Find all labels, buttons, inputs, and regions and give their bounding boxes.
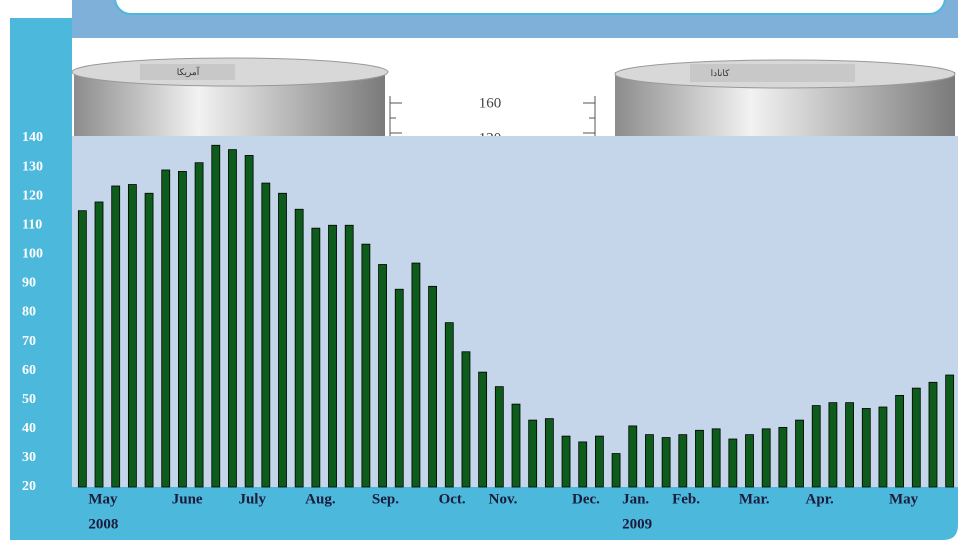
bar — [195, 163, 203, 487]
bar — [879, 407, 887, 487]
y-tick-label: 120 — [22, 188, 43, 203]
bar — [579, 442, 587, 487]
bar — [912, 388, 920, 487]
bar — [112, 186, 120, 487]
x-tick-label: Aug. — [305, 491, 336, 507]
y-tick-label: 80 — [22, 305, 36, 320]
x-tick-label: Oct. — [439, 491, 466, 507]
x-year-label: 2009 — [622, 516, 652, 532]
bar — [862, 408, 870, 487]
bar — [228, 150, 236, 487]
x-tick-label: Mar. — [739, 491, 770, 507]
bar — [362, 244, 370, 487]
bar — [262, 183, 270, 487]
bar — [312, 228, 320, 487]
bar — [679, 435, 687, 487]
barrel-label: آمریکا — [177, 66, 200, 78]
bar — [329, 225, 337, 487]
bar — [145, 193, 153, 487]
bar — [929, 382, 937, 487]
bar — [495, 387, 503, 487]
bar — [779, 427, 787, 487]
y-tick-label: 130 — [22, 159, 43, 174]
bar — [245, 155, 253, 487]
bar — [295, 209, 303, 487]
title-pill — [115, 0, 945, 14]
bar — [612, 454, 620, 487]
bar — [395, 289, 403, 487]
bar — [695, 430, 703, 487]
y-tick-label: 30 — [22, 450, 36, 465]
x-tick-label: July — [238, 491, 266, 507]
bar — [178, 171, 186, 487]
bar — [645, 435, 653, 487]
bar — [512, 404, 520, 487]
barrel-label: کانادا — [711, 68, 730, 78]
bar — [896, 395, 904, 487]
plot-top-cover — [72, 136, 958, 139]
left-strip — [10, 18, 72, 540]
x-tick-label: Sep. — [372, 491, 399, 507]
bar — [562, 436, 570, 487]
bar — [812, 406, 820, 487]
x-tick-label: May — [88, 491, 118, 507]
page: آمریکا کانادا 160 120 20 30 40 50 60 70 80 90 10… — [0, 0, 968, 544]
x-tick-label: May — [889, 491, 919, 507]
bar — [412, 263, 420, 487]
y-tick-label: 50 — [22, 392, 36, 407]
bar — [712, 429, 720, 487]
bar — [545, 419, 553, 487]
bar — [796, 420, 804, 487]
bar — [379, 265, 387, 487]
bar — [345, 225, 353, 487]
chart: آمریکا کانادا 160 120 20 30 40 50 60 70 80 90 10… — [0, 0, 968, 544]
y-tick-label: 110 — [22, 217, 42, 232]
y-tick-label: 40 — [22, 421, 36, 436]
bar — [445, 323, 453, 487]
bar — [278, 193, 286, 487]
bar — [128, 185, 136, 487]
bar — [162, 170, 170, 487]
bar — [762, 429, 770, 487]
bar — [629, 426, 637, 487]
scale-label: 160 — [479, 95, 502, 111]
bar — [946, 375, 954, 487]
x-tick-label: Dec. — [572, 491, 600, 507]
y-tick-label: 100 — [22, 247, 43, 262]
bar — [529, 420, 537, 487]
bar — [95, 202, 103, 487]
y-tick-label: 60 — [22, 363, 36, 378]
x-tick-label: Apr. — [806, 491, 834, 507]
x-year-label: 2008 — [88, 516, 118, 532]
y-tick-label: 20 — [22, 479, 36, 494]
bar — [479, 372, 487, 487]
bar — [729, 439, 737, 487]
bar — [212, 145, 220, 487]
y-tick-label: 140 — [22, 130, 43, 145]
bar — [78, 211, 86, 487]
x-tick-label: Jan. — [622, 491, 649, 507]
bar — [746, 435, 754, 487]
bar — [662, 438, 670, 487]
bar — [462, 352, 470, 487]
x-tick-label: Feb. — [672, 491, 700, 507]
x-tick-label: Nov. — [489, 491, 518, 507]
y-tick-label: 70 — [22, 334, 36, 349]
x-tick-label: June — [172, 491, 203, 507]
bar — [429, 286, 437, 487]
bar — [595, 436, 603, 487]
y-tick-label: 90 — [22, 276, 36, 291]
bar — [829, 403, 837, 487]
bar — [846, 403, 854, 487]
